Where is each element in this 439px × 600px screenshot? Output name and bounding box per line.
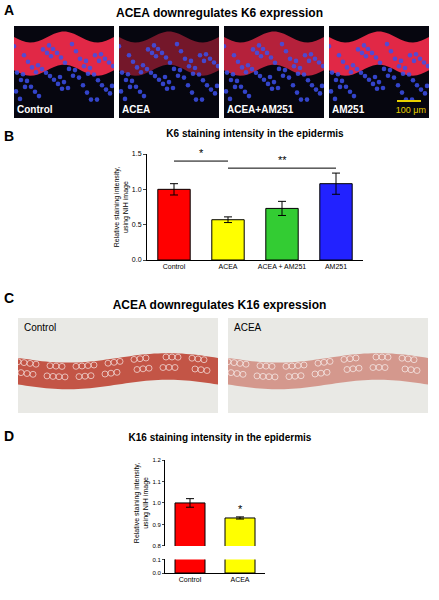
html-text:ACEA+AM251: ACEA+AM251: [227, 104, 294, 115]
html-text:D: D: [4, 428, 15, 444]
svg-text:1.2: 1.2: [152, 457, 161, 463]
html-text:Control: Control: [24, 322, 57, 333]
svg-text:1.0: 1.0: [152, 500, 161, 506]
svg-text:*: *: [238, 503, 243, 515]
svg-text:Control: Control: [179, 576, 202, 583]
svg-text:Relative staining intensity,us: Relative staining intensity,using NIH im…: [133, 463, 150, 543]
html-text:A: A: [4, 2, 15, 18]
svg-text:*: *: [199, 147, 204, 159]
html-text:ACEA: ACEA: [122, 104, 151, 115]
svg-text:**: **: [278, 154, 287, 166]
html-text:ACEA downregulates K16 express: ACEA downregulates K16 expression: [112, 298, 327, 312]
html-text:Control: Control: [17, 104, 53, 115]
svg-text:0.8: 0.8: [152, 543, 161, 549]
svg-text:K6 staining intensity in the e: K6 staining intensity in the epidermis: [166, 128, 344, 139]
html-text:ACEA: ACEA: [234, 322, 262, 333]
svg-text:K16 staining intensity in the: K16 staining intensity in the epidermis: [129, 432, 312, 443]
html-text:ACEA downregulates K6 expressi: ACEA downregulates K6 expression: [116, 6, 323, 20]
html-text:100 μm: 100 μm: [395, 105, 426, 115]
html-text:AM251: AM251: [332, 104, 365, 115]
svg-text:ACEA + AM251: ACEA + AM251: [258, 263, 307, 270]
svg-text:Relative staining intensity,us: Relative staining intensity,using NIH im…: [113, 167, 130, 247]
svg-text:1.5: 1.5: [132, 150, 142, 157]
svg-text:0.9: 0.9: [152, 522, 161, 528]
svg-text:Control: Control: [163, 263, 186, 270]
svg-text:0.5: 0.5: [132, 221, 142, 228]
svg-text:1.1: 1.1: [152, 479, 161, 485]
svg-text:ACEA: ACEA: [218, 263, 237, 270]
svg-text:1.0: 1.0: [132, 186, 142, 193]
svg-text:AM251: AM251: [325, 263, 347, 270]
svg-text:0.1: 0.1: [152, 557, 161, 563]
html-text:C: C: [4, 290, 15, 306]
html-text:B: B: [4, 128, 15, 144]
svg-text:0.0: 0.0: [152, 570, 161, 576]
svg-text:0.0: 0.0: [132, 256, 142, 263]
svg-text:ACEA: ACEA: [230, 576, 249, 583]
